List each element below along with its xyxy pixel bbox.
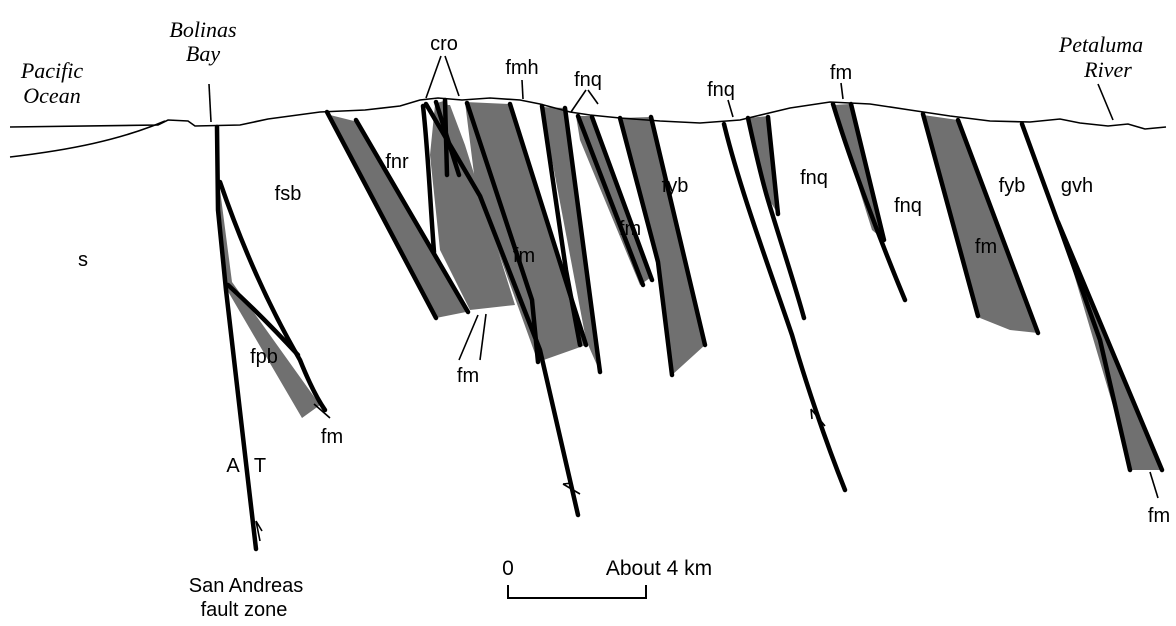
leader-fnq-center — [727, 99, 734, 118]
fault-c — [420, 103, 437, 255]
place-pacific-ocean-line1: Pacific — [20, 58, 84, 83]
fault-n — [648, 114, 708, 348]
topographic-surface — [9, 97, 1167, 130]
fault-j — [562, 105, 603, 375]
fault-fpb-top — [225, 282, 301, 358]
fault-m — [617, 115, 675, 378]
fault-o — [721, 121, 848, 493]
label-cro: cro — [430, 33, 458, 55]
fm-sliver-center — [465, 102, 586, 362]
fault-b — [353, 117, 471, 315]
label-fnq-top1: fnq — [574, 69, 602, 91]
leader-fm-top — [840, 82, 844, 100]
place-pacific-ocean-line2: Ocean — [23, 83, 80, 108]
label-fm-top: fm — [830, 62, 852, 84]
fault-i — [539, 103, 583, 348]
fault-k — [575, 113, 646, 288]
fault-w — [1055, 219, 1165, 473]
leader-fm-lower-left — [458, 314, 479, 361]
label-fmh: fmh — [505, 57, 538, 79]
leader-fm-far-right — [1149, 471, 1159, 499]
leader-cro-left — [425, 55, 442, 99]
label-fm-right: fm — [975, 236, 997, 258]
label-fnr: fnr — [385, 151, 409, 173]
fm-sliver-center-b — [542, 107, 600, 372]
label-fm-fpb: fm — [321, 426, 343, 448]
label-gvh: gvh — [1061, 175, 1093, 197]
label-fnq-mid1: fnq — [800, 167, 828, 189]
fault-f — [442, 97, 450, 178]
leader-petaluma — [1097, 83, 1114, 121]
label-fyb-mid: fyb — [662, 175, 689, 197]
san-andreas-fault — [214, 124, 259, 552]
fault-q — [765, 114, 781, 217]
fm-sliver-san-andreas — [218, 182, 320, 418]
label-fnq-mid2: fnq — [894, 195, 922, 217]
fault-v — [1019, 121, 1133, 473]
slip-arrow-san-andreas — [255, 520, 263, 542]
label-fyb-right: fyb — [999, 175, 1026, 197]
scale-label: About 4 km — [606, 557, 712, 580]
place-petaluma-river-line1: Petaluma — [1058, 32, 1143, 57]
label-fault-t: T — [254, 455, 266, 477]
fault-lines — [214, 97, 1165, 552]
fm-sliver-fsb — [330, 115, 466, 318]
fault-r — [830, 101, 908, 303]
label-fsb: fsb — [275, 183, 302, 205]
label-fault-a: A — [226, 455, 240, 477]
leader-bolinas — [208, 83, 212, 123]
leader-fnq-right — [587, 89, 599, 105]
scale-zero: 0 — [502, 557, 514, 580]
label-fm-far-right: fm — [1148, 505, 1170, 527]
scale-bar — [507, 585, 647, 599]
slip-arrow-right — [810, 408, 826, 427]
slip-arrows — [255, 408, 826, 542]
fault-p — [745, 115, 807, 321]
fault-l — [589, 114, 655, 283]
label-fm-mid: fm — [619, 218, 641, 240]
leader-fm-fpb — [313, 403, 331, 419]
fault-a — [324, 109, 439, 321]
leader-fmh — [521, 79, 524, 100]
slip-arrow-center — [562, 482, 581, 495]
fault-s — [848, 101, 887, 243]
fault-g — [464, 100, 541, 365]
leader-lines — [208, 55, 1159, 499]
label-fm-center: fm — [513, 245, 535, 267]
leader-fnq-left — [570, 89, 587, 113]
label-fm-bottom: fm — [457, 365, 479, 387]
fault-t — [920, 111, 981, 319]
sea-floor-line — [9, 120, 166, 158]
label-san-andreas-line2: fault zone — [201, 599, 288, 621]
fault-u — [955, 117, 1041, 336]
label-s: s — [78, 249, 88, 271]
fault-fsb-lower — [217, 179, 328, 413]
leader-fm-lower-right — [479, 313, 487, 361]
fm-sliver-right — [923, 115, 1038, 333]
place-bolinas-bay-line1: Bolinas — [169, 17, 236, 42]
label-san-andreas-line1: San Andreas — [189, 575, 304, 597]
label-fnq-top2: fnq — [707, 79, 735, 101]
label-fpb: fpb — [250, 346, 278, 368]
place-bolinas-bay-line2: Bay — [186, 41, 220, 66]
leader-cro-right — [444, 55, 460, 97]
place-petaluma-river-line2: River — [1083, 57, 1132, 82]
fm-sliver-mid — [620, 117, 705, 375]
